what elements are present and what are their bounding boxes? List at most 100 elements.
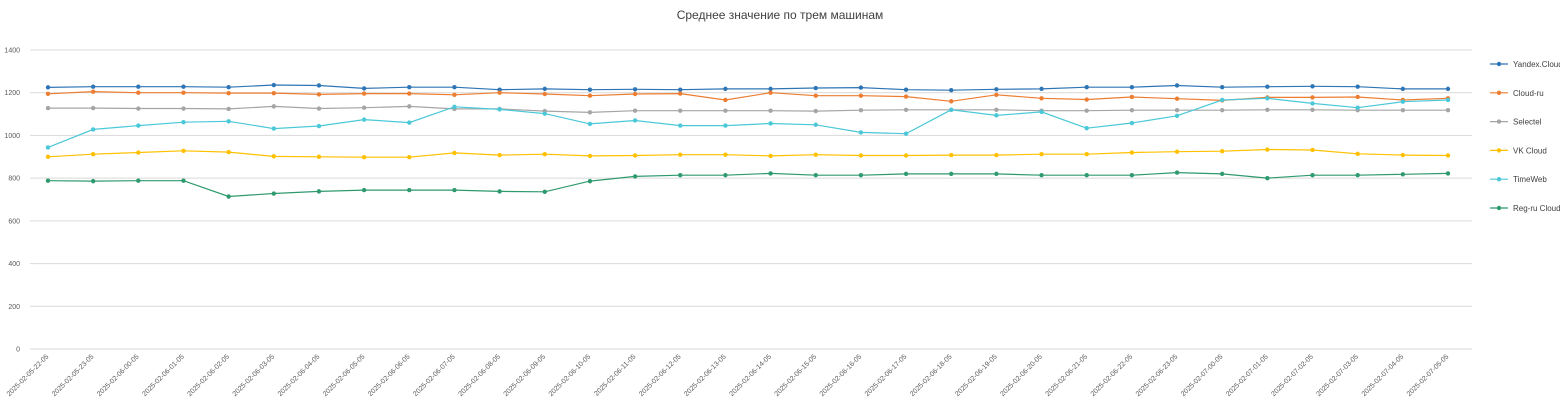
data-point bbox=[1039, 86, 1044, 92]
series-line bbox=[47, 97, 1449, 148]
x-tick-label: 2025-02-06-04-05 bbox=[277, 353, 322, 398]
data-point bbox=[994, 152, 999, 158]
x-tick-label: 2025-02-06-07-05 bbox=[412, 353, 457, 398]
x-tick-label: 2025-02-06-06-05 bbox=[367, 353, 412, 398]
data-point bbox=[1355, 151, 1360, 156]
data-point bbox=[768, 86, 773, 92]
y-tick-label: 800 bbox=[8, 176, 20, 183]
data-point bbox=[632, 87, 638, 92]
data-point bbox=[90, 89, 96, 94]
data-point bbox=[1219, 171, 1225, 177]
data-point bbox=[407, 120, 412, 125]
data-point bbox=[136, 106, 141, 111]
y-tick-label: 400 bbox=[8, 261, 20, 268]
data-point bbox=[858, 85, 864, 90]
data-point bbox=[587, 87, 593, 92]
x-tick-label: 2025-02-06-08-05 bbox=[457, 353, 502, 398]
x-tick-label: 2025-02-06-05-05 bbox=[322, 353, 367, 398]
data-point bbox=[271, 191, 277, 196]
series-line bbox=[47, 90, 1449, 102]
x-tick-label: 2025-02-06-15-05 bbox=[774, 353, 819, 398]
legend-label: VK Cloud bbox=[1513, 146, 1547, 155]
series-cloud-ru bbox=[45, 89, 1451, 104]
data-point bbox=[407, 104, 412, 109]
data-point bbox=[497, 90, 502, 95]
y-tick-label: 0 bbox=[16, 347, 20, 354]
x-tick-label: 2025-02-06-11-05 bbox=[593, 353, 637, 397]
data-point bbox=[226, 84, 231, 90]
data-point bbox=[452, 92, 457, 98]
data-point bbox=[994, 107, 999, 113]
data-point bbox=[45, 105, 51, 111]
y-tick-label: 600 bbox=[8, 218, 20, 225]
data-point bbox=[45, 178, 51, 183]
data-point bbox=[768, 90, 773, 95]
data-point bbox=[497, 189, 502, 194]
data-point bbox=[587, 110, 593, 115]
data-point bbox=[1310, 107, 1315, 113]
data-point bbox=[1084, 152, 1089, 157]
data-point bbox=[678, 87, 683, 92]
series-vk-cloud bbox=[45, 147, 1451, 160]
data-point bbox=[316, 92, 322, 97]
data-point bbox=[181, 106, 186, 111]
legend-swatch-marker bbox=[1496, 61, 1502, 67]
data-point bbox=[316, 106, 322, 111]
data-point bbox=[1265, 96, 1270, 101]
data-point bbox=[90, 84, 96, 89]
x-tick-label: 2025-02-07-05-05 bbox=[1406, 353, 1451, 398]
legend-label: Yandex.Cloud bbox=[1513, 60, 1560, 69]
data-point bbox=[1310, 101, 1315, 106]
data-point bbox=[813, 108, 818, 114]
data-point bbox=[632, 174, 638, 179]
data-point bbox=[90, 105, 96, 111]
data-point bbox=[1219, 97, 1225, 103]
gridlines bbox=[30, 49, 1472, 350]
data-point bbox=[723, 172, 728, 178]
x-tick-label: 2025-02-06-21-05 bbox=[1045, 353, 1090, 398]
x-tick-label: 2025-02-06-02-05 bbox=[186, 353, 231, 398]
data-point bbox=[903, 107, 909, 113]
data-point bbox=[136, 150, 141, 155]
legend-swatch-marker bbox=[1496, 205, 1502, 211]
x-tick-label: 2025-02-07-04-05 bbox=[1361, 353, 1406, 398]
y-tick-label: 1000 bbox=[4, 133, 20, 140]
data-point bbox=[858, 108, 864, 113]
legend-item: Selectel bbox=[1490, 118, 1542, 127]
data-point bbox=[226, 106, 231, 112]
data-point bbox=[271, 126, 277, 131]
data-point bbox=[1265, 147, 1270, 152]
data-point bbox=[587, 153, 593, 159]
legend-swatch-marker bbox=[1496, 119, 1502, 124]
data-point bbox=[497, 152, 502, 158]
data-point bbox=[1355, 94, 1360, 100]
series-timeweb bbox=[45, 96, 1451, 150]
data-point bbox=[903, 171, 909, 177]
data-point bbox=[994, 171, 999, 177]
data-point bbox=[407, 91, 412, 96]
data-point bbox=[45, 91, 51, 96]
data-point bbox=[271, 82, 277, 88]
data-point bbox=[407, 187, 412, 193]
data-point bbox=[407, 84, 412, 90]
data-point bbox=[1039, 152, 1044, 157]
data-point bbox=[542, 189, 547, 195]
data-point bbox=[452, 104, 457, 110]
data-point bbox=[271, 90, 277, 96]
legend-label: Reg-ru Cloud bbox=[1513, 204, 1560, 213]
data-point bbox=[768, 153, 773, 159]
y-axis-tick-labels: 0 200 400 600 800 1000 1200 1400 bbox=[4, 48, 20, 354]
data-point bbox=[994, 92, 999, 98]
series-selectel bbox=[45, 104, 1451, 115]
x-tick-label: 2025-02-06-13-05 bbox=[683, 353, 728, 398]
x-tick-label: 2025-02-06-20-05 bbox=[999, 353, 1044, 398]
data-point bbox=[1355, 172, 1360, 178]
data-point bbox=[1129, 108, 1135, 113]
data-point bbox=[316, 154, 322, 159]
data-point bbox=[1174, 170, 1180, 175]
data-point bbox=[949, 171, 954, 177]
y-tick-label: 200 bbox=[8, 304, 20, 311]
data-point bbox=[226, 119, 231, 124]
data-point bbox=[452, 150, 457, 156]
x-tick-label: 2025-02-06-14-05 bbox=[728, 353, 773, 398]
